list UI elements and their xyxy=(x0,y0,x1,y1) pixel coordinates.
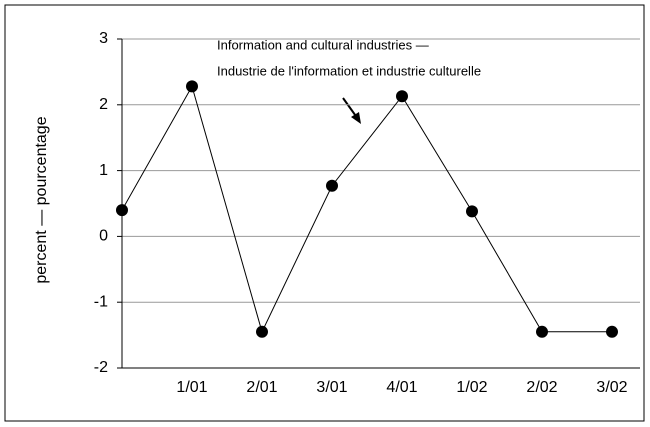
marker xyxy=(536,325,548,338)
y-tick-label: 0 xyxy=(99,228,108,245)
marker xyxy=(396,90,408,103)
annotation: Industrie de l'information et industrie … xyxy=(217,63,481,78)
y-tick-label: 1 xyxy=(99,162,108,179)
marker xyxy=(466,205,478,218)
x-tick-label: 3/01 xyxy=(316,379,347,396)
marker xyxy=(326,179,338,192)
frame xyxy=(4,4,645,422)
line xyxy=(121,85,612,334)
y-tick-label: -2 xyxy=(94,359,108,376)
marker xyxy=(606,325,618,338)
marker xyxy=(116,204,128,217)
y-tick-label: 2 xyxy=(99,96,108,113)
y-tick-label: -1 xyxy=(94,293,108,310)
y-tick-label: 3 xyxy=(99,30,108,47)
annotation: Information and cultural industries — xyxy=(217,37,429,52)
marker xyxy=(186,80,198,93)
marker xyxy=(256,325,268,338)
x-tick-label: 2/01 xyxy=(246,379,277,396)
arrow xyxy=(342,97,361,124)
y-axis-label: percent — pourcentage xyxy=(33,116,50,283)
x-tick-label: 1/02 xyxy=(456,379,487,396)
x-tick-label: 4/01 xyxy=(386,379,417,396)
x-tick-label: 3/02 xyxy=(596,379,627,396)
x-tick-label: 1/01 xyxy=(176,379,207,396)
x-tick-label: 2/02 xyxy=(526,379,557,396)
